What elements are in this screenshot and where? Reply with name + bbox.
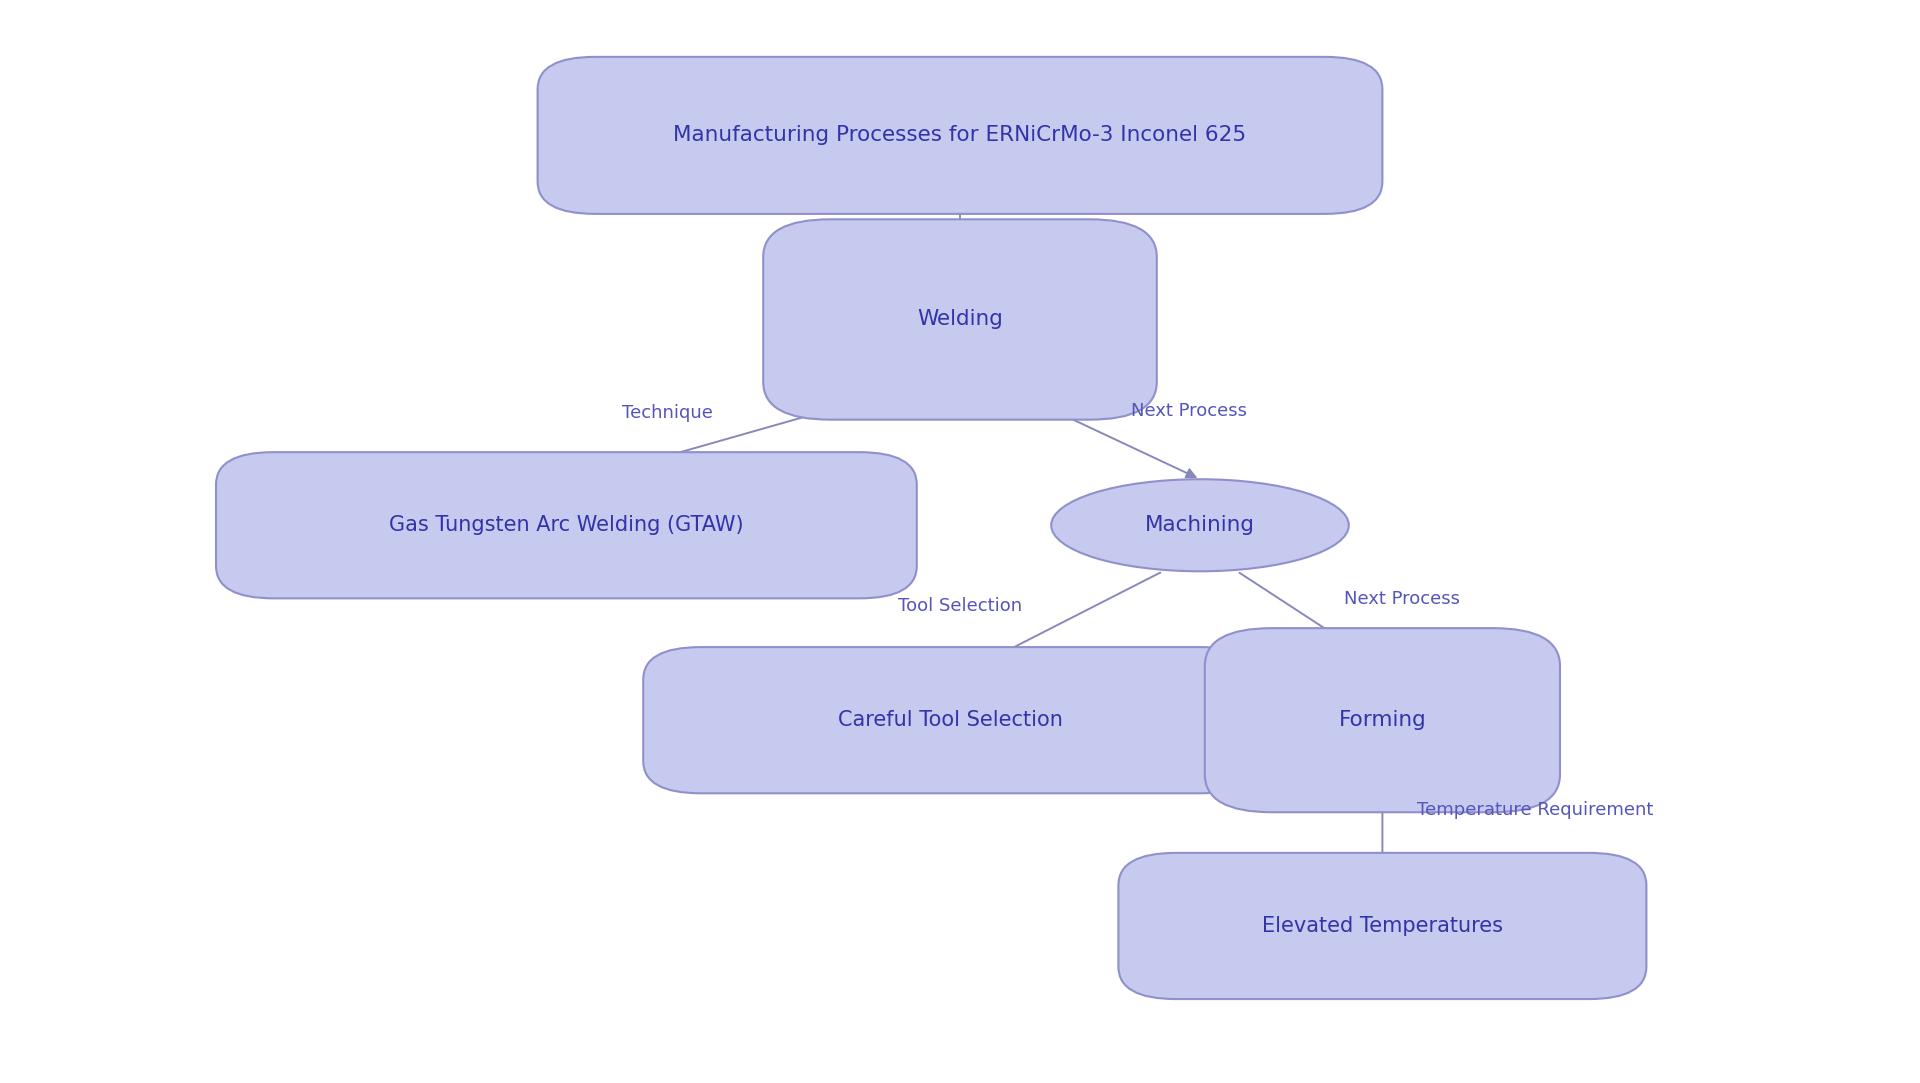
Text: Careful Tool Selection: Careful Tool Selection: [837, 710, 1064, 730]
FancyBboxPatch shape: [1117, 853, 1645, 999]
Ellipse shape: [1052, 479, 1348, 572]
FancyBboxPatch shape: [1206, 628, 1559, 812]
FancyBboxPatch shape: [762, 220, 1156, 420]
Text: Temperature Requirement: Temperature Requirement: [1417, 801, 1653, 819]
Text: Gas Tungsten Arc Welding (GTAW): Gas Tungsten Arc Welding (GTAW): [390, 516, 743, 535]
Text: Tool Selection: Tool Selection: [899, 597, 1021, 615]
Text: Next Process: Next Process: [1131, 402, 1246, 419]
Text: Elevated Temperatures: Elevated Temperatures: [1261, 916, 1503, 936]
Text: Manufacturing Processes for ERNiCrMo-3 Inconel 625: Manufacturing Processes for ERNiCrMo-3 I…: [674, 126, 1246, 145]
FancyBboxPatch shape: [643, 647, 1258, 793]
Text: Welding: Welding: [918, 310, 1002, 329]
Text: Technique: Technique: [622, 404, 712, 422]
FancyBboxPatch shape: [215, 453, 918, 598]
FancyBboxPatch shape: [538, 57, 1382, 214]
Text: Machining: Machining: [1144, 516, 1256, 535]
Text: Next Process: Next Process: [1344, 590, 1461, 608]
Text: Forming: Forming: [1338, 710, 1427, 730]
